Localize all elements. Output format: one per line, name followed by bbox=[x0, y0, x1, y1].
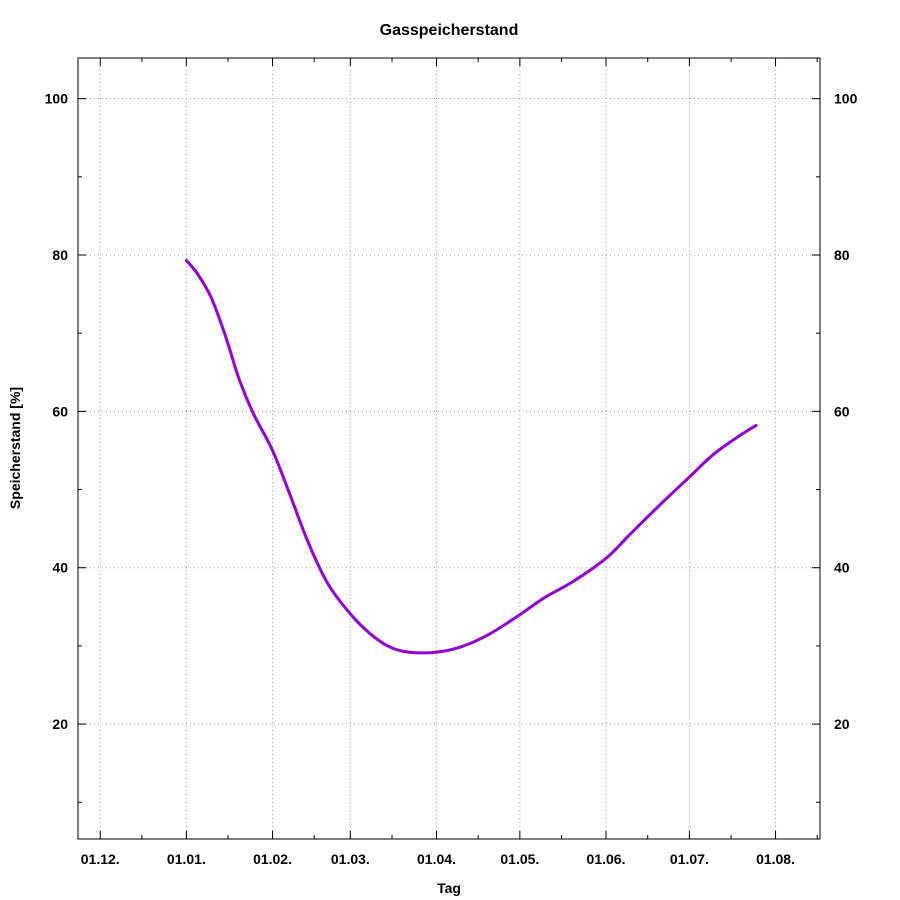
y-tick-label-right: 20 bbox=[834, 716, 850, 732]
y-tick-label-left: 20 bbox=[52, 716, 68, 732]
grid bbox=[78, 58, 820, 839]
x-tick-label: 01.03. bbox=[331, 851, 370, 867]
y-tick-label-left: 40 bbox=[52, 560, 68, 576]
x-axis-label: Tag bbox=[437, 880, 461, 896]
chart-title: Gasspeicherstand bbox=[380, 22, 519, 39]
y-tick-label-right: 40 bbox=[834, 560, 850, 576]
y-tick-label-left: 60 bbox=[52, 403, 68, 419]
y-tick-label-right: 100 bbox=[834, 91, 858, 107]
axis-ticks bbox=[78, 58, 820, 839]
tick-labels: 01.12. 01.01. 01.02. 01.03. 01.04. 01.05. 01.0… bbox=[45, 91, 858, 867]
plot-frame bbox=[77, 57, 821, 840]
x-tick-label: 01.05. bbox=[500, 851, 539, 867]
x-tick-label: 01.06. bbox=[587, 851, 626, 867]
y-axis-label: Speicherstand [%] bbox=[7, 387, 23, 509]
x-tick-label: 01.12. bbox=[81, 851, 120, 867]
y-tick-label-left: 100 bbox=[45, 91, 69, 107]
series-layer bbox=[184, 258, 758, 655]
y-tick-label-right: 60 bbox=[834, 403, 850, 419]
x-tick-label: 01.07. bbox=[670, 851, 709, 867]
x-tick-label: 01.01. bbox=[167, 851, 206, 867]
y-tick-label-left: 80 bbox=[52, 247, 68, 263]
series-line bbox=[184, 258, 758, 655]
x-tick-label: 01.02. bbox=[253, 851, 292, 867]
x-tick-label: 01.04. bbox=[417, 851, 456, 867]
y-tick-label-right: 80 bbox=[834, 247, 850, 263]
x-tick-label: 01.08. bbox=[756, 851, 795, 867]
